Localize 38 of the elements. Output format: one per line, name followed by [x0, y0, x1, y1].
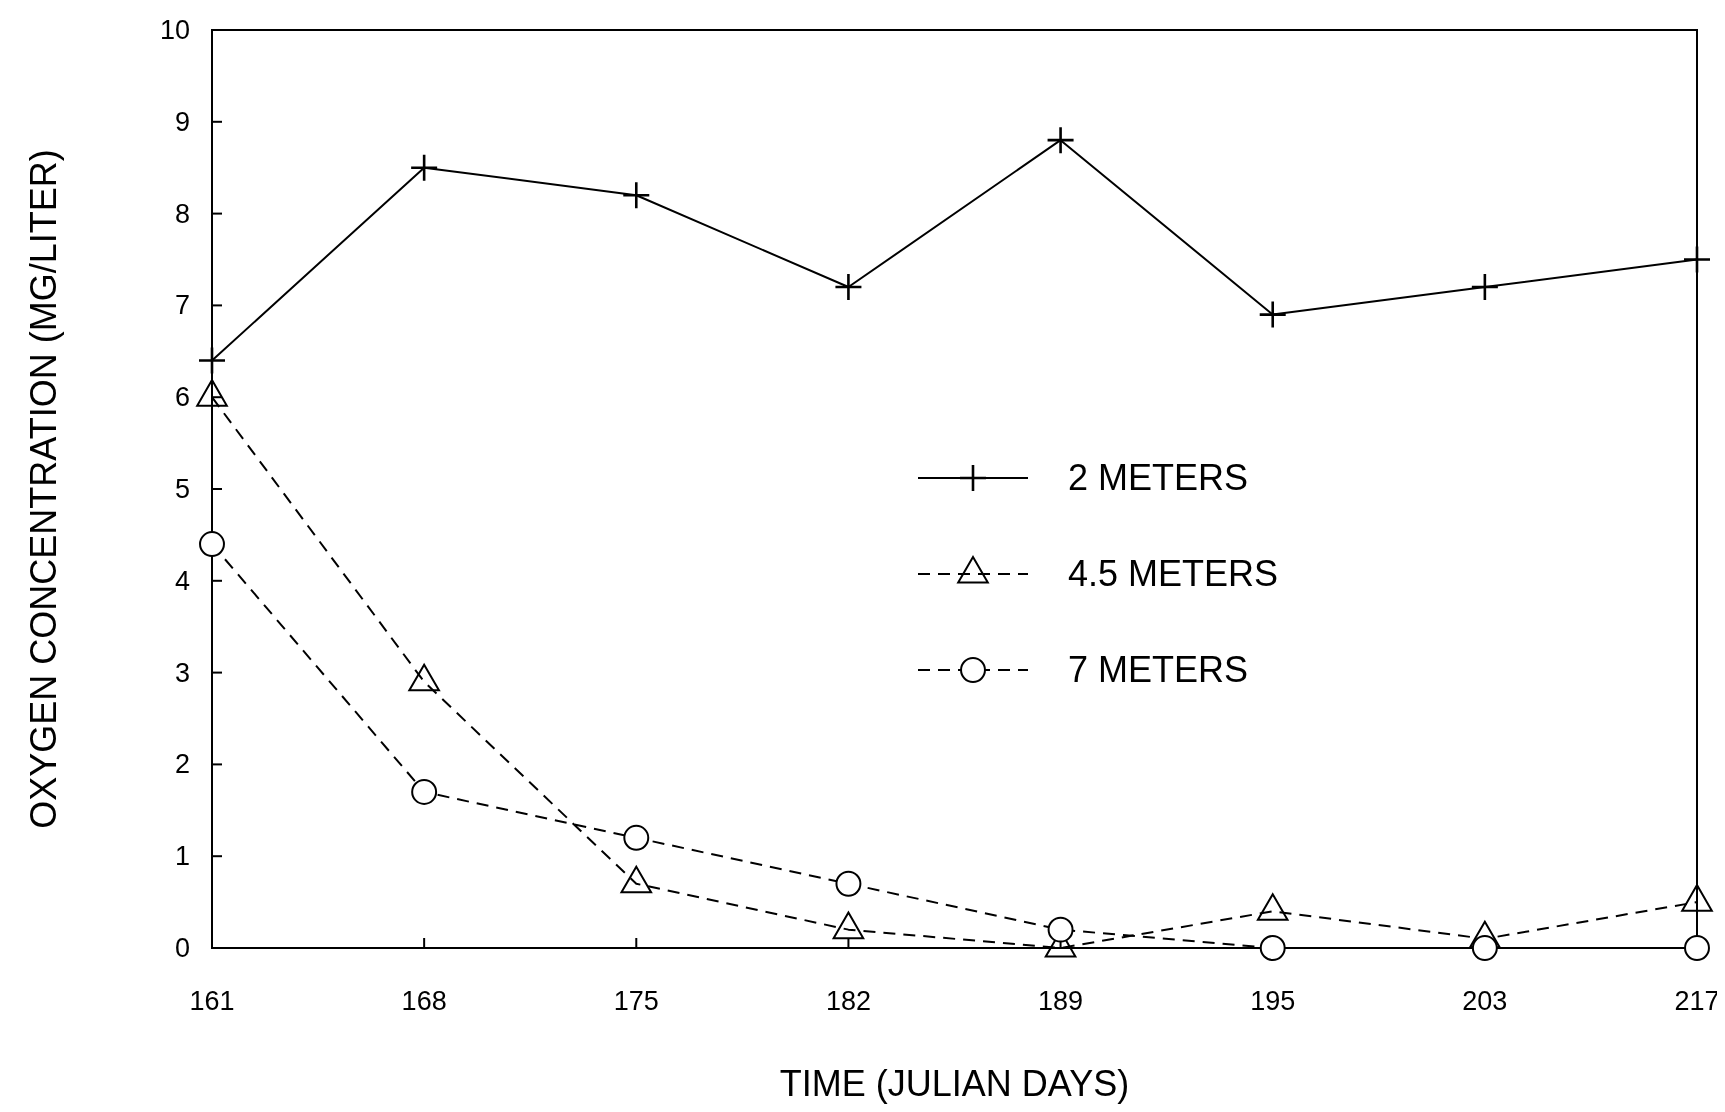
point [835, 870, 862, 897]
legend-label: 4.5 METERS [1068, 553, 1279, 594]
point [1259, 935, 1286, 961]
point [1684, 935, 1710, 961]
point [835, 274, 862, 301]
y-tick-label: 4 [174, 565, 190, 596]
point [1259, 301, 1286, 328]
x-axis-title: TIME (JULIAN DAYS) [779, 1063, 1130, 1104]
x-tick-label: 161 [189, 986, 235, 1016]
y-tick-label: 10 [159, 15, 190, 45]
y-tick-label: 3 [174, 657, 190, 688]
y-tick-label: 0 [174, 933, 190, 963]
x-tick-label: 189 [1038, 986, 1084, 1016]
x-tick-label: 195 [1250, 986, 1296, 1016]
point [1471, 935, 1498, 961]
point [199, 347, 225, 374]
point [623, 182, 650, 209]
y-tick-label: 9 [174, 106, 190, 137]
point [199, 531, 225, 558]
point [1684, 246, 1710, 273]
y-tick-label: 5 [174, 474, 190, 504]
y-tick-label: 1 [174, 841, 190, 872]
point [411, 779, 438, 805]
point [411, 154, 438, 181]
x-tick-label: 175 [613, 986, 659, 1016]
point [1047, 127, 1074, 154]
y-tick-label: 8 [174, 198, 190, 229]
y-tick-label: 7 [174, 290, 190, 321]
y-tick-label: 6 [174, 382, 190, 413]
x-tick-label: 182 [825, 986, 871, 1016]
y-axis-title: OXYGEN CONCENTRATION (MG/LITER) [23, 149, 64, 829]
legend-label: 2 METERS [1068, 457, 1249, 498]
legend-label: 7 METERS [1068, 649, 1249, 690]
x-tick-label: 203 [1462, 986, 1508, 1016]
point [1047, 916, 1074, 943]
point [623, 824, 650, 851]
x-tick-label: 168 [401, 986, 447, 1016]
y-tick-label: 2 [174, 749, 190, 780]
